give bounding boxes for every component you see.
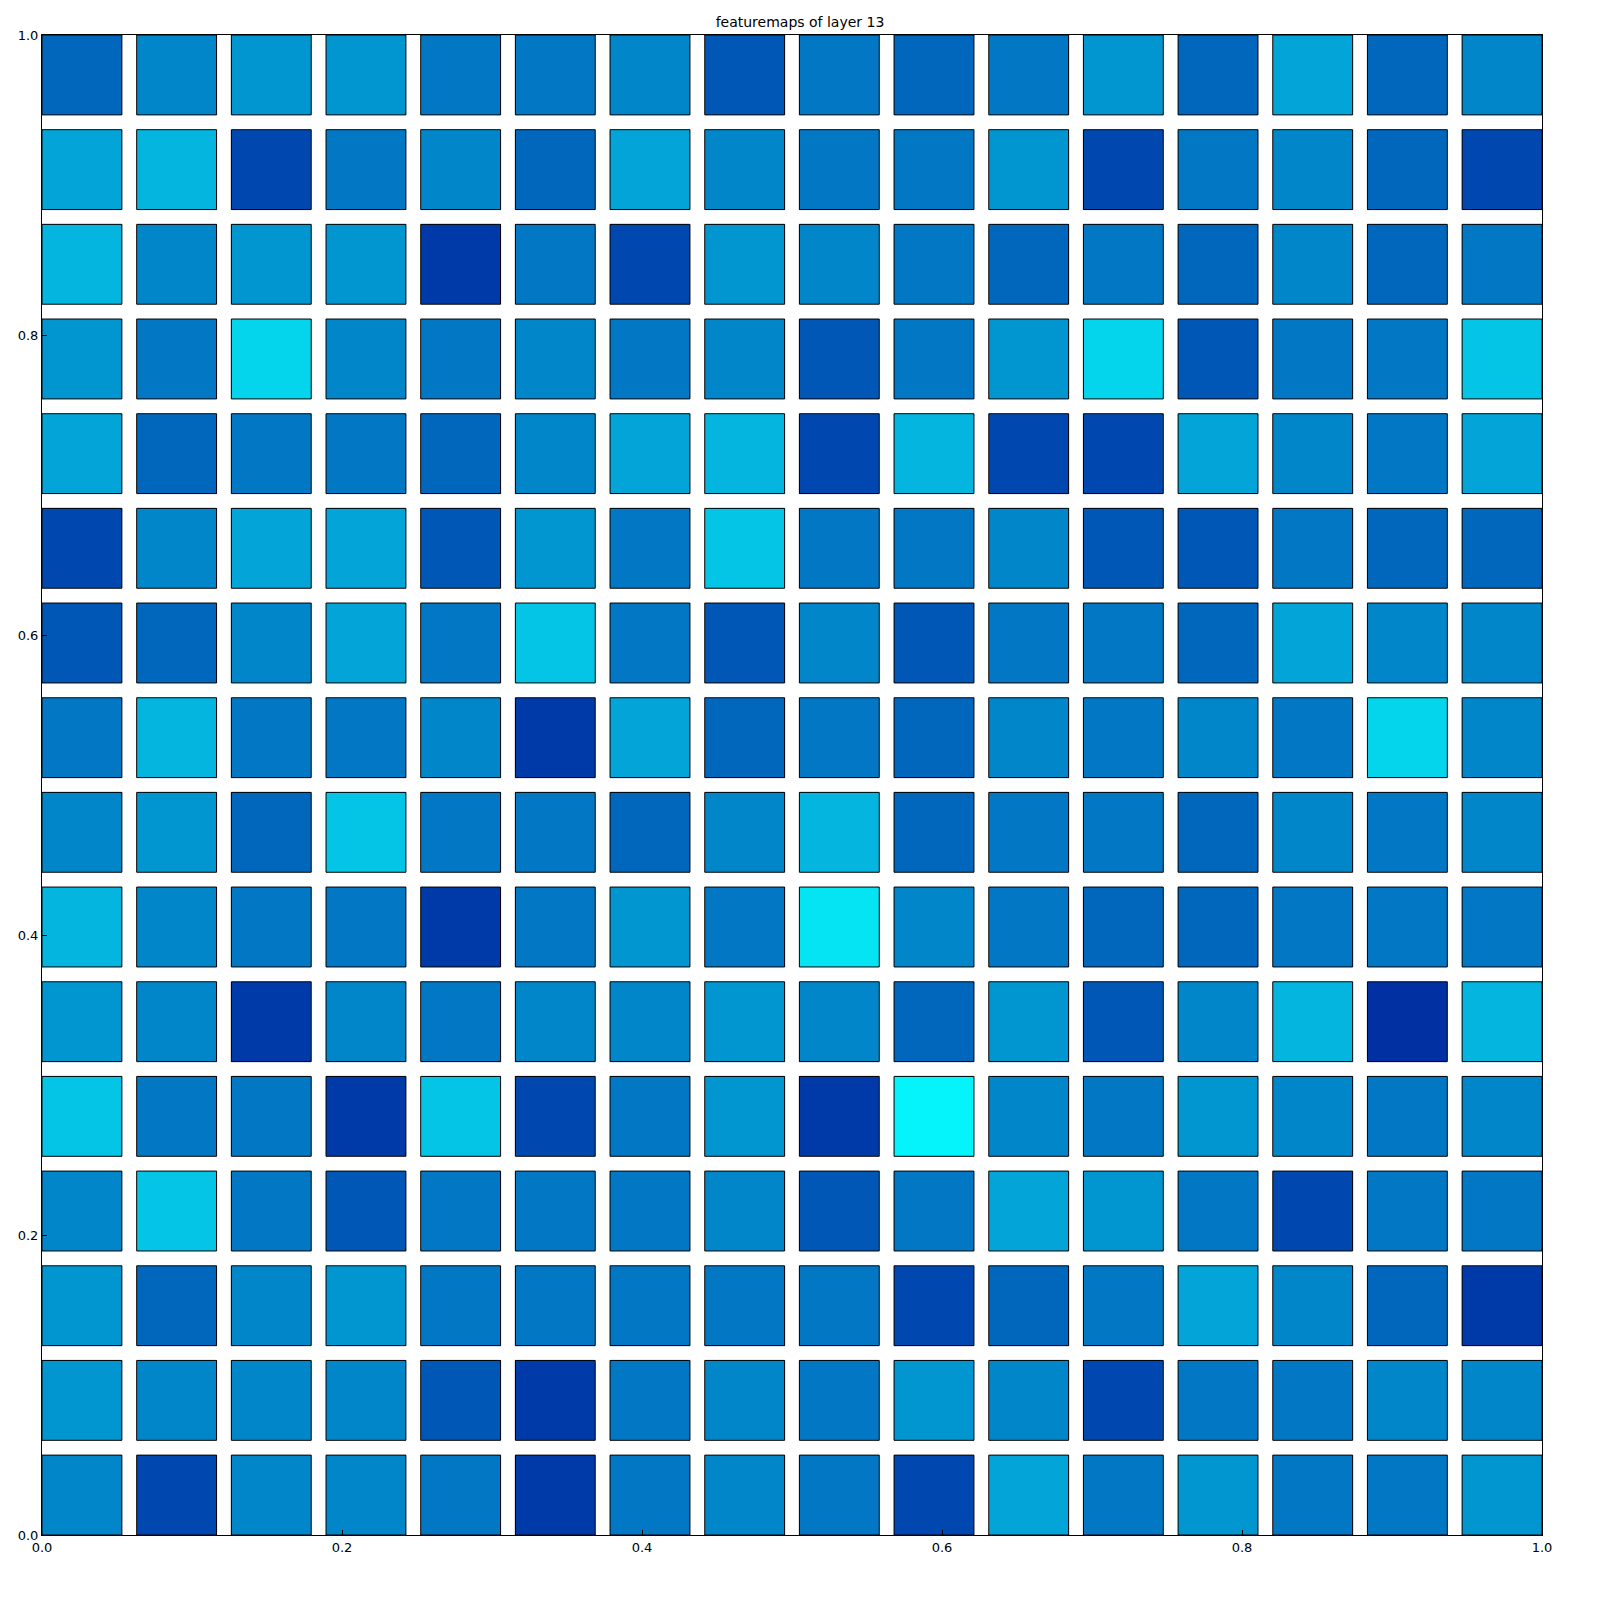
svg-text:0.8: 0.8 — [1232, 1540, 1253, 1555]
svg-text:1.0: 1.0 — [18, 28, 39, 43]
svg-text:0.6: 0.6 — [18, 628, 39, 643]
svg-text:0.6: 0.6 — [932, 1540, 953, 1555]
svg-text:0.2: 0.2 — [18, 1228, 39, 1243]
svg-text:1.0: 1.0 — [1532, 1540, 1553, 1555]
svg-text:0.4: 0.4 — [18, 928, 39, 943]
svg-text:0.0: 0.0 — [32, 1540, 53, 1555]
svg-text:0.8: 0.8 — [18, 328, 39, 343]
svg-text:0.4: 0.4 — [632, 1540, 653, 1555]
svg-text:0.0: 0.0 — [18, 1528, 39, 1543]
svg-text:0.2: 0.2 — [332, 1540, 353, 1555]
svg-text:featuremaps of layer 13: featuremaps of layer 13 — [716, 14, 885, 30]
